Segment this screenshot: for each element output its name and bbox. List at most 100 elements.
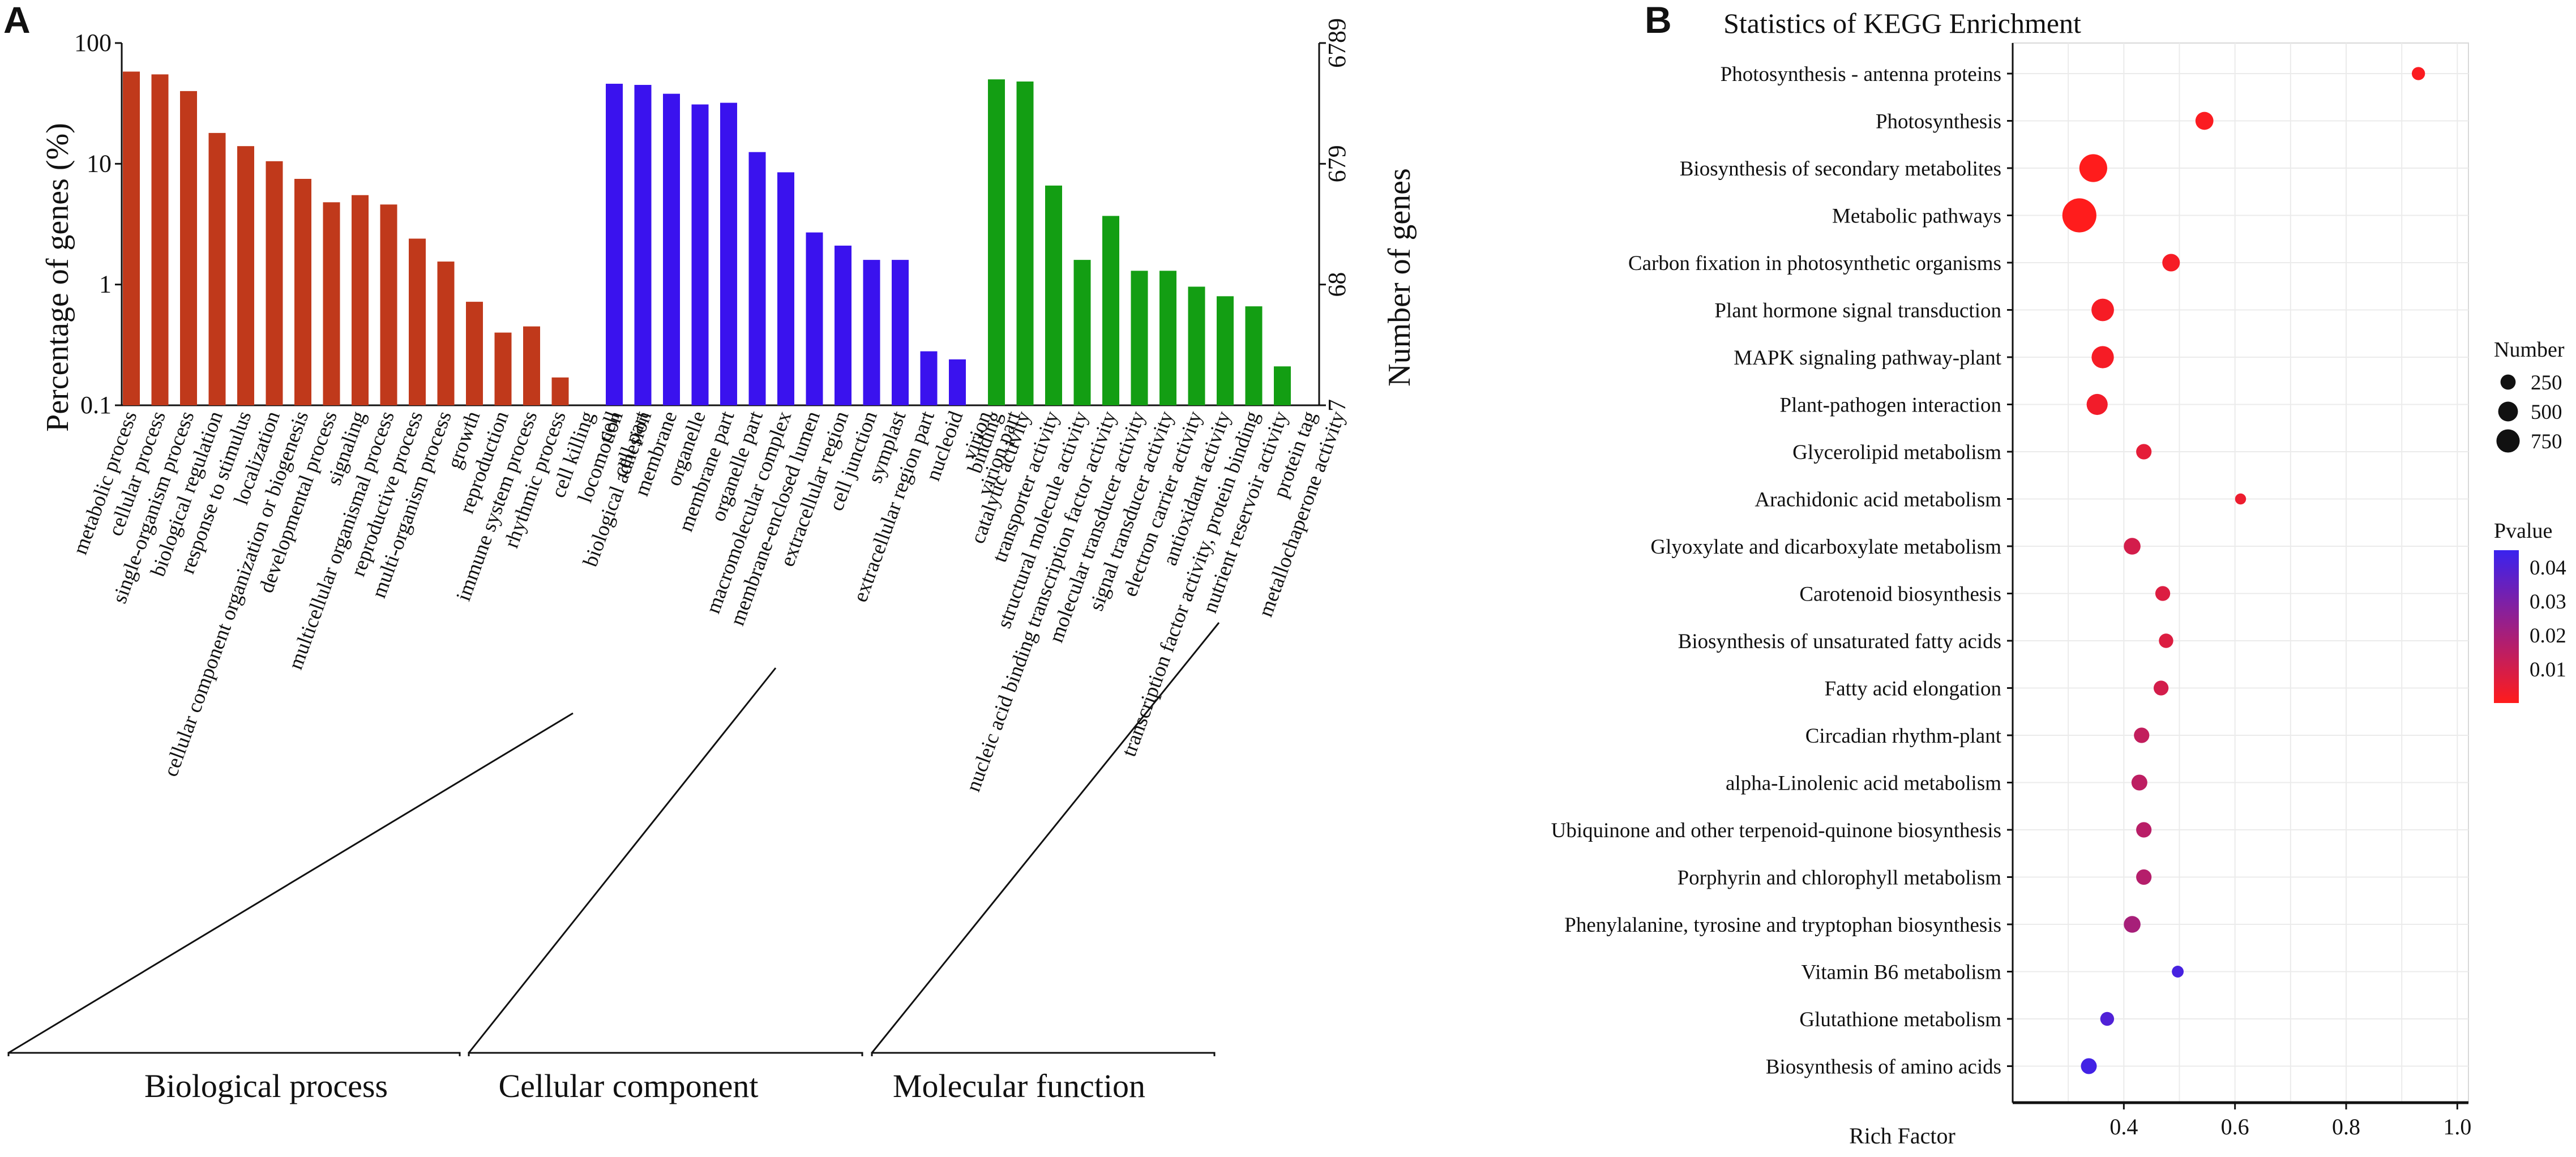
pathway-label: MAPK signaling pathway-plant [1734,346,2001,370]
pvalue-legend-label: 0.04 [2530,556,2566,580]
bar [151,74,169,406]
number-legend: Number 250 500 750 [2494,338,2565,453]
y2-tick-label: 7 [1323,399,1351,412]
bar [1245,306,1263,405]
enrichment-point [2134,727,2150,743]
x-tick-label: 0.8 [2332,1114,2360,1139]
bar [1188,286,1205,405]
pathway-label: Phenylalanine, tyrosine and tryptophan b… [1564,914,2001,937]
bracket-diagonal [871,622,1220,1053]
pathway-label: Fatty acid elongation [1825,678,2001,701]
bar [634,84,652,405]
enrichment-point [2091,346,2114,368]
enrichment-point [2124,916,2141,933]
pathway-label: Glycerolipid metabolism [1792,441,2001,464]
pathway-label: Biosynthesis of secondary metabolites [1680,157,2001,181]
group-bracket: Biological process [7,712,574,1104]
pvalue-legend: Pvalue 0.04 0.03 0.02 0.01 [2494,519,2566,703]
pathway-label: Carotenoid biosynthesis [1799,583,2001,606]
enrichment-point [2081,1058,2097,1074]
number-legend-title: Number [2494,338,2565,362]
pvalue-colorbar [2494,550,2519,703]
pathway-label: Arachidonic acid metabolism [1755,488,2001,512]
y2-axis-label: Number of genes [1382,168,1417,387]
bar [409,238,426,405]
bar [863,260,880,405]
bar [237,146,254,405]
bar [494,332,512,405]
y-axis-label: Percentage of genes (%) [40,123,75,432]
bar [551,377,569,405]
enrichment-point [2172,966,2184,978]
pathway-label: Glyoxylate and dicarboxylate metabolism [1650,535,2001,559]
bar [748,152,766,405]
group-label: Molecular function [893,1068,1145,1104]
bar [1102,216,1119,405]
bar [806,232,823,405]
group-label: Biological process [144,1068,388,1104]
enrichment-point [2155,586,2171,601]
y2-tick-label: 6789 [1323,18,1351,68]
y2-tick-label: 679 [1323,145,1351,182]
bar [323,202,340,405]
y-tick-label: 1 [99,271,112,298]
group-label: Cellular component [498,1068,758,1104]
bar [1016,82,1034,405]
enrichment-point [2136,822,2152,838]
bar [1045,185,1062,405]
enrichment-point [2159,633,2173,648]
x-axis-label: Rich Factor [1849,1123,1955,1149]
bracket-diagonal [468,667,777,1053]
enrichment-point [2195,112,2214,130]
bracket-line [468,1052,863,1056]
panel-b-letter: B [1645,0,1672,41]
x-tick-label: 0.4 [2109,1114,2138,1139]
bar [949,359,966,405]
number-legend-label: 750 [2531,430,2562,453]
bar [1073,260,1091,405]
bracket-diagonal [8,712,574,1054]
number-legend-dot [2500,374,2516,390]
group-bracket: Molecular function [871,622,1220,1104]
bar [606,83,623,405]
bar [294,178,311,405]
kegg-enrichment-chart: B Statistics of KEGG Enrichment Rich Fac… [1551,0,2566,1149]
pathway-label: Biosynthesis of unsaturated fatty acids [1678,630,2001,653]
pvalue-legend-title: Pvalue [2494,519,2552,543]
bar [352,195,369,405]
group-bracket: Cellular component [468,667,863,1104]
bar [123,71,140,406]
y-tick-label: 10 [87,149,112,177]
enrichment-point [2153,680,2169,696]
bar [180,91,197,406]
pvalue-legend-label: 0.02 [2530,624,2566,648]
panel-a-letter: A [3,0,31,41]
pathway-label: Metabolic pathways [1832,205,2001,228]
pvalue-legend-label: 0.03 [2530,590,2566,614]
enrichment-point [2235,493,2246,505]
enrichment-point [2136,869,2152,885]
pathway-label: Photosynthesis [1876,110,2001,134]
bar [988,79,1005,405]
bracket-line [871,1052,1216,1056]
bar [1159,271,1176,405]
bar [266,161,283,405]
enrichment-point [2411,67,2425,80]
bar [920,351,938,405]
pvalue-legend-label: 0.01 [2530,658,2566,682]
pathway-label: Photosynthesis - antenna proteins [1721,63,2001,86]
number-legend-dot [2496,429,2520,453]
y-tick-label: 100 [74,29,112,57]
enrichment-point [2100,1012,2115,1026]
enrichment-point [2086,393,2108,415]
pathway-label: Vitamin B6 metabolism [1802,961,2002,984]
bar [208,132,226,406]
enrichment-point [2079,154,2107,182]
bar [835,245,851,405]
kegg-chart-title: Statistics of KEGG Enrichment [1723,7,2081,39]
enrichment-point [2091,298,2114,322]
bracket-line [7,1052,461,1056]
